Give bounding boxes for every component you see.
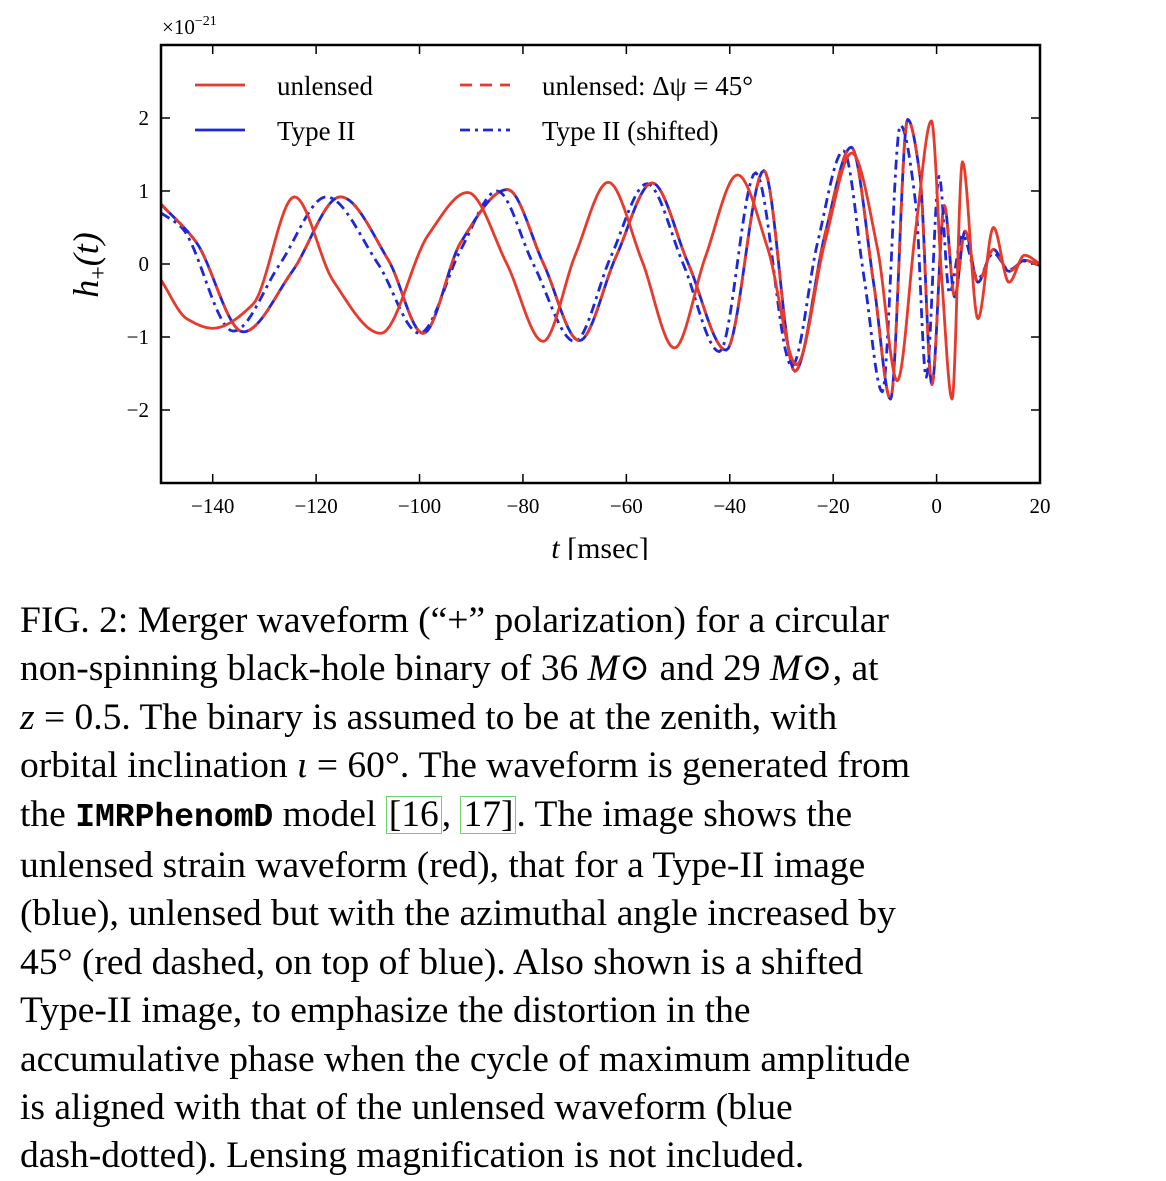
caption-line: accumulative phase when the cycle of max…	[20, 1036, 1150, 1084]
caption-text: (blue), unlensed but with the azimuthal …	[20, 893, 896, 935]
y-multiplier: ×10−21	[162, 14, 217, 39]
caption-text: ⊙ and 29	[618, 648, 771, 690]
caption-line: the IMRPhenomD model [16, 17]. The image…	[20, 791, 1150, 842]
caption-text: . The image shows the	[516, 793, 853, 835]
caption-text: 45° (red dashed, on top of blue). Also s…	[20, 941, 863, 983]
x-tick-label: −40	[713, 494, 746, 518]
series-line-2	[161, 118, 1040, 401]
y-tick-label: 2	[139, 106, 150, 130]
caption-line: z = 0.5. The binary is assumed to be at …	[20, 694, 1150, 742]
caption-line: orbital inclination ι = 60°. The wavefor…	[20, 742, 1150, 790]
y-tick-label: −2	[127, 398, 149, 422]
y-axis-label: h+(t)	[66, 232, 112, 298]
plot-frame	[159, 43, 1042, 485]
caption-text: IMRPhenomD	[75, 798, 274, 836]
caption-text: z	[20, 696, 35, 738]
citation-link[interactable]: [16	[385, 795, 442, 834]
caption-text: Type-II image, to emphasize the distorti…	[20, 990, 751, 1032]
x-tick-label: −120	[294, 494, 337, 518]
legend-label: unlensed	[277, 71, 373, 101]
caption-text: unlensed strain waveform (red), that for…	[20, 845, 866, 887]
caption-text: = 0.5. The binary is assumed to be at th…	[34, 696, 838, 738]
caption-text: = 60°. The waveform is generated from	[307, 745, 911, 787]
caption-text: M	[770, 648, 802, 690]
series-line-1	[161, 118, 1040, 401]
y-tick-label: 1	[139, 179, 150, 203]
legend-label: Type II	[277, 116, 355, 146]
x-tick-label: 0	[931, 494, 942, 518]
caption-line: dash-dotted). Lensing magnification is n…	[20, 1132, 1150, 1180]
series-line-0	[161, 119, 1040, 401]
x-tick-label: −140	[191, 494, 234, 518]
caption-text: accumulative phase when the cycle of max…	[20, 1038, 911, 1080]
x-tick-label: −20	[817, 494, 850, 518]
caption-text: non-spinning black-hole binary of 36	[20, 648, 588, 690]
legend-label: Type II (shifted)	[542, 116, 719, 146]
caption-line: unlensed strain waveform (red), that for…	[20, 842, 1150, 890]
caption-line: non-spinning black-hole binary of 36 M⊙ …	[20, 645, 1150, 693]
caption-text: dash-dotted). Lensing magnification is n…	[20, 1135, 805, 1177]
caption-line: is aligned with that of the unlensed wav…	[20, 1084, 1150, 1132]
caption-text: is aligned with that of the unlensed wav…	[20, 1087, 793, 1129]
x-axis-label: t [msec]	[551, 532, 648, 560]
figure-caption: FIG. 2: Merger waveform (“+” polarizatio…	[20, 597, 1150, 1181]
caption-text: the	[20, 793, 76, 835]
x-tick-label: −60	[610, 494, 643, 518]
caption-line: 45° (red dashed, on top of blue). Also s…	[20, 939, 1150, 987]
legend-label: unlensed: Δψ = 45°	[542, 71, 753, 101]
x-tick-label: 20	[1030, 494, 1051, 518]
y-tick-label: 0	[139, 252, 150, 276]
waveform-figure: −140 −120 −100 −80 −60 −40 −20 0 20 2 1 0 −1 −2 unlen…	[0, 0, 1166, 560]
legend: unlensed Type II unlensed: Δψ = 45° Type II…	[195, 71, 753, 146]
caption-text: FIG. 2: Merger waveform (“+” polarizatio…	[20, 600, 890, 641]
citation-link[interactable]: 17]	[460, 795, 517, 834]
caption-text: ,	[441, 793, 461, 835]
caption-text: M	[587, 648, 619, 690]
caption-text: model	[273, 793, 386, 835]
caption-text: ⊙, at	[801, 648, 879, 690]
x-tick-label: −80	[507, 494, 540, 518]
caption-line: Type-II image, to emphasize the distorti…	[20, 987, 1150, 1035]
caption-text: orbital inclination	[20, 745, 298, 787]
x-tick-label: −100	[398, 494, 441, 518]
caption-line: FIG. 2: Merger waveform (“+” polarizatio…	[20, 597, 1150, 645]
y-tick-label: −1	[127, 325, 149, 349]
caption-line: (blue), unlensed but with the azimuthal …	[20, 890, 1150, 938]
series-line-3	[161, 123, 1040, 394]
caption-text: ι	[297, 745, 308, 787]
